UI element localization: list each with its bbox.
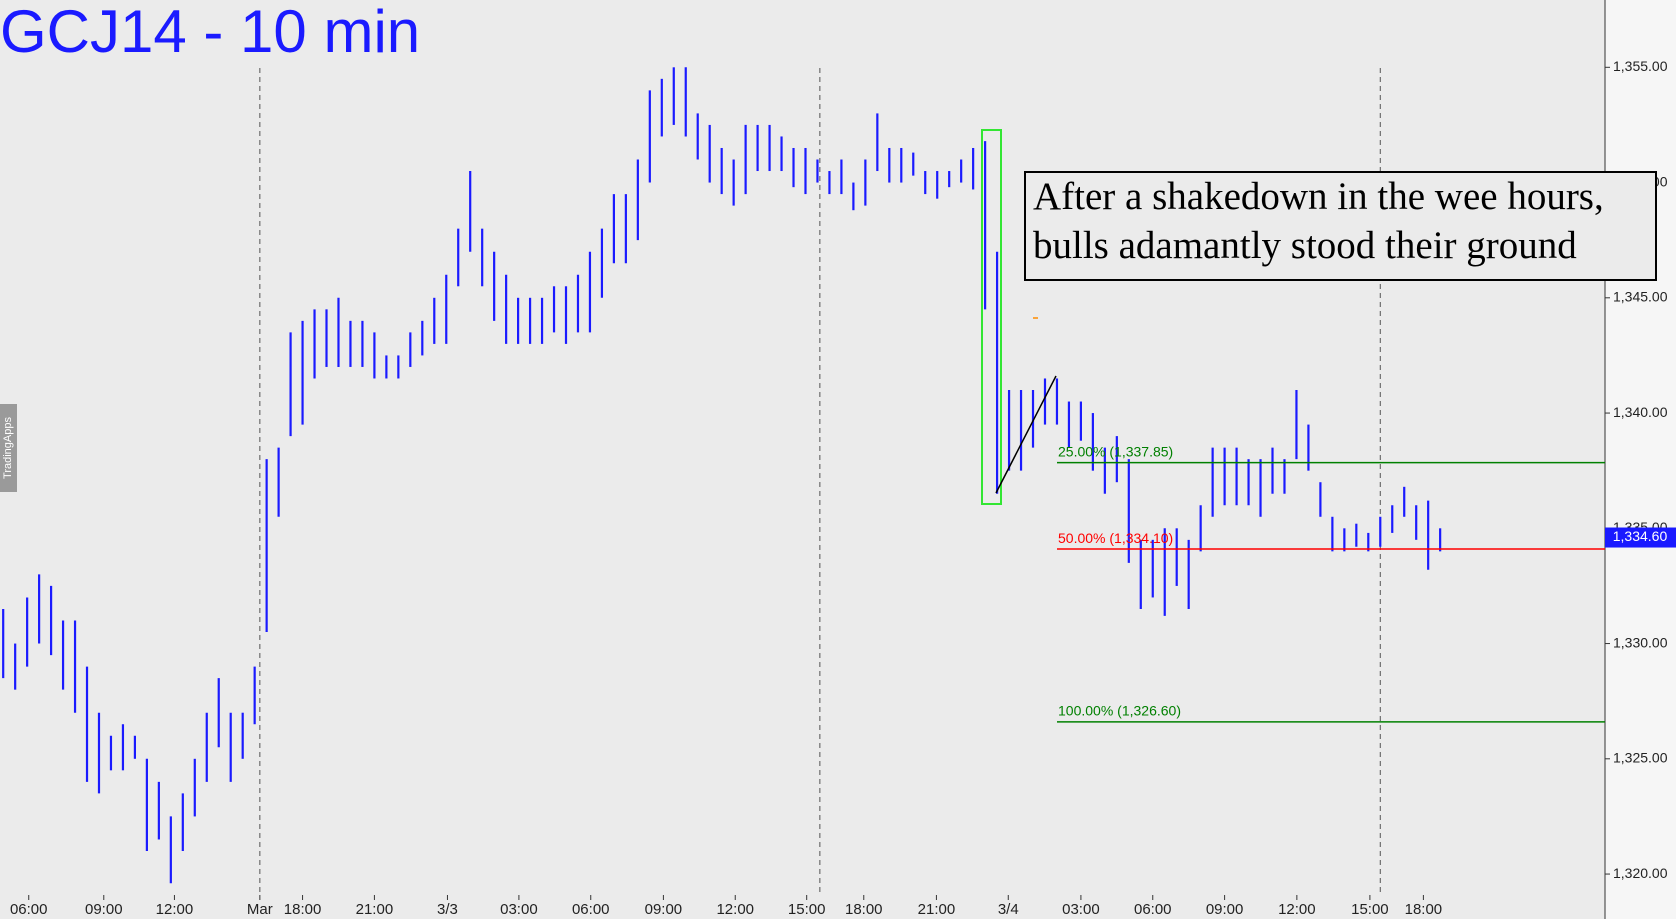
x-tick-label: 06:00 (10, 901, 48, 918)
watermark: TradingApps (2, 417, 14, 479)
chart-title: GCJ14 - 10 min (0, 0, 420, 65)
x-tick-label: 06:00 (1134, 901, 1172, 918)
level-label: 25.00% (1,337.85) (1058, 443, 1173, 459)
x-tick-label: 09:00 (1206, 901, 1244, 918)
x-tick-label: 18:00 (845, 901, 883, 918)
x-tick-label: 09:00 (85, 901, 123, 918)
x-tick-label: 12:00 (1278, 901, 1316, 918)
annotation-box (1024, 171, 1657, 281)
axis-background (1605, 0, 1676, 919)
x-tick-label: 21:00 (356, 901, 394, 918)
x-tick-label: 03:00 (1062, 901, 1100, 918)
x-tick-label: 3/4 (998, 901, 1019, 918)
x-tick-label: 12:00 (716, 901, 754, 918)
y-tick-label: 1,320.00 (1613, 865, 1668, 881)
x-tick-label: 15:00 (1351, 901, 1389, 918)
y-tick-label: 1,355.00 (1613, 58, 1668, 74)
x-tick-label: 21:00 (918, 901, 956, 918)
watermark-tab (0, 404, 17, 492)
x-tick-label: 3/3 (437, 901, 458, 918)
highlight-box (981, 129, 1002, 505)
x-tick-label: 18:00 (284, 901, 322, 918)
last-price-box (1605, 527, 1676, 548)
x-tick-label: 09:00 (645, 901, 683, 918)
y-tick-label: 1,340.00 (1613, 404, 1668, 420)
x-tick-label: 06:00 (572, 901, 610, 918)
y-tick-label: 1,325.00 (1613, 750, 1668, 766)
annotation-line: bulls adamantly stood their ground (1033, 224, 1577, 267)
y-tick-label: 1,345.00 (1613, 289, 1668, 305)
x-tick-label: 15:00 (788, 901, 826, 918)
x-tick-label: 18:00 (1405, 901, 1443, 918)
y-tick-label: 1,330.00 (1613, 634, 1668, 650)
level-label: 100.00% (1,326.60) (1058, 703, 1181, 719)
trend-line (995, 375, 1057, 494)
annotation-line: After a shakedown in the wee hours, (1033, 175, 1604, 218)
x-tick-label: 12:00 (156, 901, 194, 918)
level-label: 50.00% (1,334.10) (1058, 530, 1173, 546)
x-tick-label: 03:00 (500, 901, 538, 918)
last-price-label: 1,334.60 (1613, 528, 1668, 544)
x-tick-label: Mar (247, 901, 273, 918)
plot-background (0, 0, 1605, 919)
